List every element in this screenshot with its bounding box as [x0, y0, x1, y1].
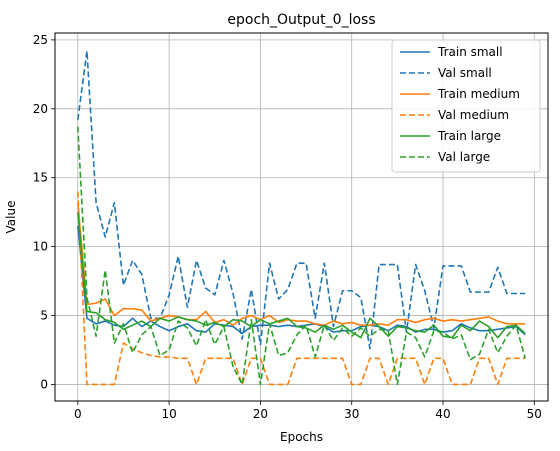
chart-title: epoch_Output_0_loss — [227, 12, 375, 28]
y-tick-label: 5 — [40, 309, 48, 323]
legend-label: Train medium — [437, 87, 520, 101]
series-line-val-small — [77, 50, 526, 350]
series-lines — [77, 50, 526, 386]
legend-label: Val medium — [438, 108, 509, 122]
y-tick-label: 20 — [33, 102, 48, 116]
x-tick-label: 20 — [253, 407, 268, 421]
x-tick-label: 0 — [74, 407, 82, 421]
legend-label: Train small — [437, 45, 503, 59]
y-tick-label: 10 — [33, 240, 48, 254]
x-tick-label: 50 — [527, 407, 542, 421]
x-axis-title: Epochs — [280, 430, 323, 444]
x-tick-label: 30 — [344, 407, 359, 421]
series-line-train-large — [77, 212, 526, 339]
series-line-val-medium — [77, 191, 526, 386]
legend-label: Val large — [438, 150, 490, 164]
y-tick-label: 15 — [33, 171, 48, 185]
y-axis-title: Value — [4, 201, 18, 234]
x-tick-label: 40 — [435, 407, 450, 421]
x-tick-label: 10 — [161, 407, 176, 421]
legend-label: Val small — [438, 66, 492, 80]
series-line-train-medium — [77, 202, 526, 326]
axis-ticks: 0 10 20 30 40 50 0 5 10 15 20 25 — [33, 33, 542, 421]
plot-frame — [54, 32, 549, 402]
legend-label: Train large — [437, 129, 501, 143]
y-tick-label: 0 — [40, 377, 48, 391]
y-tick-label: 25 — [33, 33, 48, 47]
series-line-train-small — [77, 225, 526, 336]
legend: Train small Val small Train medium Val medi… — [391, 39, 541, 173]
